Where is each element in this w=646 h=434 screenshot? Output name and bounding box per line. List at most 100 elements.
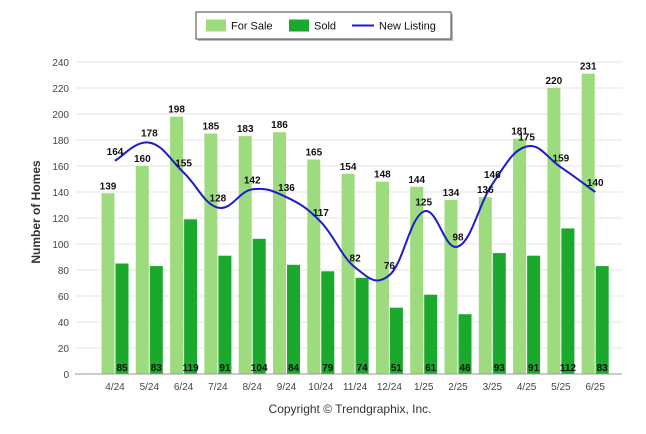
- sold-bar: [424, 294, 438, 374]
- for-sale-value-label: 186: [271, 120, 288, 131]
- for-sale-value-label: 136: [477, 185, 494, 196]
- y-tick-label: 140: [52, 188, 69, 199]
- sold-value-label: 79: [322, 363, 334, 374]
- y-tick-label: 20: [58, 344, 70, 355]
- sold-bar: [595, 266, 609, 374]
- for-sale-bar: [341, 173, 355, 374]
- sold-bar: [492, 253, 506, 374]
- sold-value-label: 46: [459, 363, 471, 374]
- legend-label-sold: Sold: [314, 21, 336, 33]
- x-tick-label: 6/24: [174, 382, 194, 393]
- x-tick-label: 7/24: [208, 382, 228, 393]
- new-listing-value-label: 140: [587, 178, 604, 189]
- y-tick-label: 220: [52, 84, 69, 95]
- for-sale-bar: [170, 116, 184, 374]
- x-tick-label: 5/24: [140, 382, 160, 393]
- for-sale-bar: [101, 193, 115, 374]
- x-tick-label: 10/24: [308, 382, 333, 393]
- for-sale-bar: [307, 159, 321, 374]
- for-sale-bar: [513, 138, 527, 374]
- sold-value-label: 85: [116, 363, 128, 374]
- sold-bar: [287, 264, 300, 374]
- new-listing-value-label: 164: [107, 147, 124, 158]
- copyright-footer: Copyright © Trendgraphix, Inc.: [269, 402, 432, 416]
- for-sale-value-label: 185: [203, 122, 220, 133]
- y-tick-label: 40: [58, 318, 70, 329]
- new-listing-value-label: 146: [484, 170, 501, 181]
- y-tick-label: 180: [52, 136, 69, 147]
- sold-value-label: 104: [251, 363, 268, 374]
- x-tick-label: 12/24: [377, 382, 402, 393]
- sold-bar: [115, 263, 129, 374]
- new-listing-value-label: 117: [313, 208, 330, 219]
- sold-bar: [184, 219, 198, 374]
- sold-value-label: 83: [597, 363, 609, 374]
- for-sale-value-label: 144: [408, 175, 425, 186]
- sold-value-label: 91: [528, 363, 540, 374]
- x-tick-label: 1/25: [414, 382, 434, 393]
- new-listing-value-label: 155: [175, 159, 192, 170]
- for-sale-value-label: 183: [237, 124, 254, 135]
- sold-value-label: 83: [151, 363, 163, 374]
- for-sale-bar: [204, 133, 218, 374]
- for-sale-bar: [478, 197, 492, 374]
- for-sale-bar: [273, 132, 286, 374]
- for-sale-bar: [547, 88, 561, 374]
- for-sale-value-label: 181: [511, 127, 528, 138]
- x-tick-label: 5/25: [551, 382, 571, 393]
- sold-bar: [389, 307, 403, 374]
- for-sale-bar: [581, 73, 595, 374]
- sold-value-label: 74: [357, 363, 369, 374]
- new-listing-value-label: 136: [278, 183, 295, 194]
- for-sale-bar: [444, 199, 458, 374]
- new-listing-value-label: 128: [210, 194, 227, 205]
- y-tick-label: 240: [52, 58, 69, 69]
- sold-bar: [458, 314, 472, 374]
- legend-swatch-for-sale: [206, 19, 226, 32]
- y-axis-title: Number of Homes: [29, 160, 43, 264]
- sold-value-label: 112: [560, 363, 577, 374]
- for-sale-value-label: 154: [340, 162, 357, 173]
- x-tick-label: 6/25: [585, 382, 605, 393]
- y-tick-label: 60: [58, 292, 70, 303]
- legend-label-for-sale: For Sale: [231, 21, 273, 33]
- sold-bar: [218, 255, 232, 374]
- labels-layer: 139 85 160 83 198 119 185 91 183 104 186 84 165 79 154…: [100, 62, 609, 374]
- for-sale-value-label: 160: [134, 154, 151, 165]
- for-sale-value-label: 231: [580, 62, 597, 73]
- for-sale-bar: [375, 181, 389, 374]
- y-tick-label: 0: [63, 370, 69, 381]
- new-listing-value-label: 76: [384, 261, 396, 272]
- y-tick-label: 100: [52, 240, 69, 251]
- for-sale-bar: [238, 136, 252, 374]
- y-tick-label: 80: [58, 266, 70, 277]
- for-sale-value-label: 198: [168, 105, 185, 116]
- sold-value-label: 93: [494, 363, 506, 374]
- legend-box: [195, 11, 452, 40]
- y-tick-label: 200: [52, 110, 69, 121]
- new-listing-line: [114, 141, 596, 282]
- x-tick-label: 9/24: [277, 382, 297, 393]
- x-tick-label: 2/25: [448, 382, 468, 393]
- sold-bar: [561, 228, 575, 374]
- legend: For Sale Sold New Listing: [195, 11, 453, 41]
- x-tick-label: 4/25: [517, 382, 537, 393]
- for-sale-value-label: 165: [305, 148, 322, 159]
- sold-value-label: 84: [288, 363, 300, 374]
- line-layer: [114, 141, 596, 282]
- sold-value-label: 61: [425, 363, 437, 374]
- sold-value-label: 119: [183, 363, 200, 374]
- new-listing-value-label: 98: [452, 233, 464, 244]
- for-sale-bar: [135, 166, 149, 374]
- sold-bar: [149, 266, 163, 374]
- for-sale-value-label: 134: [443, 188, 460, 199]
- legend-label-new-listing: New Listing: [379, 21, 436, 33]
- x-tick-label: 11/24: [343, 382, 368, 393]
- new-listing-value-label: 125: [415, 198, 432, 209]
- new-listing-value-label: 175: [518, 133, 535, 144]
- for-sale-bar: [410, 186, 424, 374]
- legend-swatch-sold: [289, 19, 309, 32]
- sold-bar: [355, 277, 369, 374]
- x-tick-label: 8/24: [242, 382, 262, 393]
